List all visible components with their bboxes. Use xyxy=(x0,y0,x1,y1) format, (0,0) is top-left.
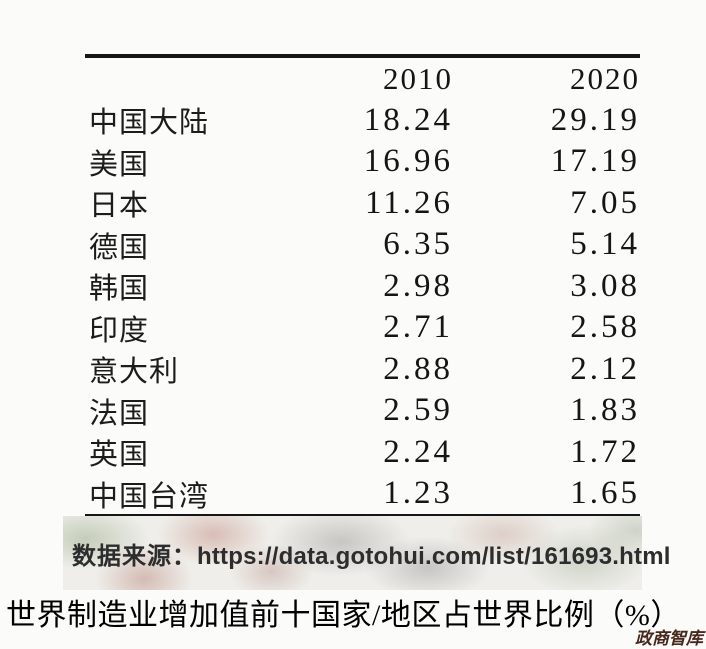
value-2020: 1.83 xyxy=(570,392,640,428)
region-label: 美国 xyxy=(89,148,150,181)
data-source-label: 数据来源： xyxy=(72,542,197,570)
table-row: 意大利 2.88 2.12 xyxy=(85,348,640,390)
region-label: 德国 xyxy=(89,231,150,264)
table-row: 英国 2.24 1.72 xyxy=(85,431,640,473)
region-label: 印度 xyxy=(89,314,150,347)
value-2010: 18.24 xyxy=(363,101,453,138)
table-header-row: 2010 2020 xyxy=(85,58,640,99)
region-label: 法国 xyxy=(89,397,150,430)
region-label: 日本 xyxy=(89,190,150,222)
value-2010: 2.98 xyxy=(383,267,453,304)
value-2020: 17.19 xyxy=(550,143,640,179)
table-row: 中国台湾 1.23 1.65 xyxy=(85,473,640,515)
region-label: 意大利 xyxy=(89,356,180,388)
value-2010: 1.23 xyxy=(383,475,453,511)
region-label: 中国大陆 xyxy=(89,107,210,139)
value-2020: 3.08 xyxy=(570,267,640,304)
value-2020: 2.12 xyxy=(570,350,640,387)
table-row: 日本 11.26 7.05 xyxy=(85,182,640,224)
data-source-line: 数据来源：https://data.gotohui.com/list/16169… xyxy=(63,536,671,571)
region-label: 英国 xyxy=(89,439,150,471)
value-2010: 11.26 xyxy=(364,184,453,221)
region-label: 韩国 xyxy=(89,273,150,305)
header-year-2020: 2020 xyxy=(570,60,640,96)
value-2010: 2.59 xyxy=(383,392,453,428)
value-2020: 2.58 xyxy=(570,309,640,345)
table-row: 法国 2.59 1.83 xyxy=(85,390,640,432)
data-source-url: https://data.gotohui.com/list/161693.htm… xyxy=(197,542,671,570)
table-row: 中国大陆 18.24 29.19 xyxy=(85,99,640,141)
value-2020: 1.65 xyxy=(570,475,640,511)
data-table: 2010 2020 中国大陆 18.24 29.19 美国 16.96 17.1… xyxy=(85,54,640,519)
value-2020: 7.05 xyxy=(570,184,640,221)
background-photo: 数据来源：https://data.gotohui.com/list/16169… xyxy=(63,516,670,590)
value-2020: 5.14 xyxy=(570,226,640,262)
table-row: 韩国 2.98 3.08 xyxy=(85,265,640,307)
value-2020: 1.72 xyxy=(570,433,640,470)
watermark-logo: 政商智库 xyxy=(635,629,703,649)
value-2010: 2.71 xyxy=(383,309,453,345)
table-row: 德国 6.35 5.14 xyxy=(85,224,640,266)
header-year-2010: 2010 xyxy=(383,60,453,96)
value-2010: 2.88 xyxy=(383,350,453,387)
value-2020: 29.19 xyxy=(550,101,640,138)
value-2010: 2.24 xyxy=(383,433,453,470)
table-row: 印度 2.71 2.58 xyxy=(85,307,640,349)
table-top-rule xyxy=(85,54,640,58)
value-2010: 6.35 xyxy=(383,226,453,262)
table-row: 美国 16.96 17.19 xyxy=(85,141,640,183)
figure-caption: 世界制造业增加值前十国家/地区占世界比例（%） xyxy=(6,599,681,632)
region-label: 中国台湾 xyxy=(89,480,210,513)
value-2010: 16.96 xyxy=(363,143,453,179)
